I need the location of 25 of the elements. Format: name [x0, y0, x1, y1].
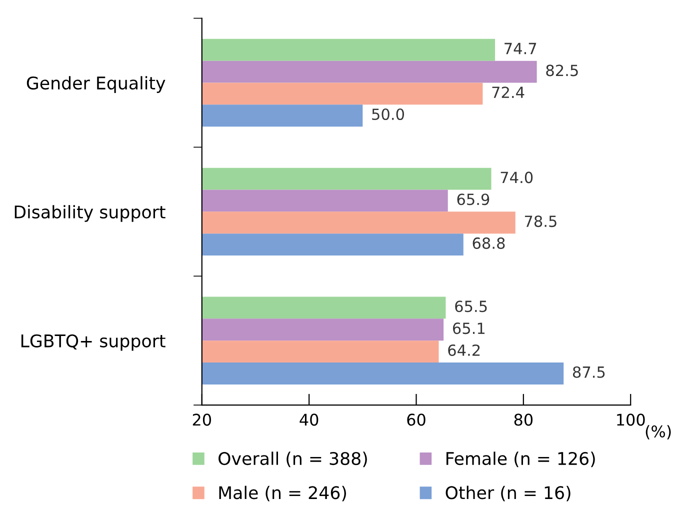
x-tick-label: 60 [407, 414, 426, 426]
data-label: 65.1 [452, 322, 485, 334]
data-label: 68.8 [472, 237, 505, 249]
x-tick-label: 20 [192, 414, 211, 426]
legend-label: Other (n = 16) [446, 486, 570, 502]
y-tick-label: LGBTQ+ support [21, 334, 166, 351]
x-tick-label: 100 [617, 414, 645, 426]
x-axis-title: (%) [646, 425, 671, 440]
data-label: 65.9 [457, 194, 490, 206]
data-label: 78.5 [524, 216, 556, 228]
y-tick-label: Disability support [14, 205, 166, 222]
y-tick-label: Gender Equality [26, 76, 166, 93]
data-label: 87.5 [572, 366, 605, 378]
data-label: 72.4 [492, 86, 524, 98]
legend-label: Female (n = 126) [446, 452, 595, 468]
legend-label: Overall (n = 388) [218, 452, 367, 468]
data-label: 82.5 [546, 64, 578, 76]
legend-label: Male (n = 246) [219, 486, 346, 502]
data-label: 50.0 [372, 108, 404, 120]
x-tick-label: 40 [300, 414, 318, 426]
data-label: 74.0 [500, 172, 533, 184]
x-tick-label: 80 [514, 414, 533, 426]
data-label: 74.7 [504, 42, 536, 54]
data-label: 65.5 [455, 300, 487, 312]
data-label: 64.2 [448, 344, 480, 356]
